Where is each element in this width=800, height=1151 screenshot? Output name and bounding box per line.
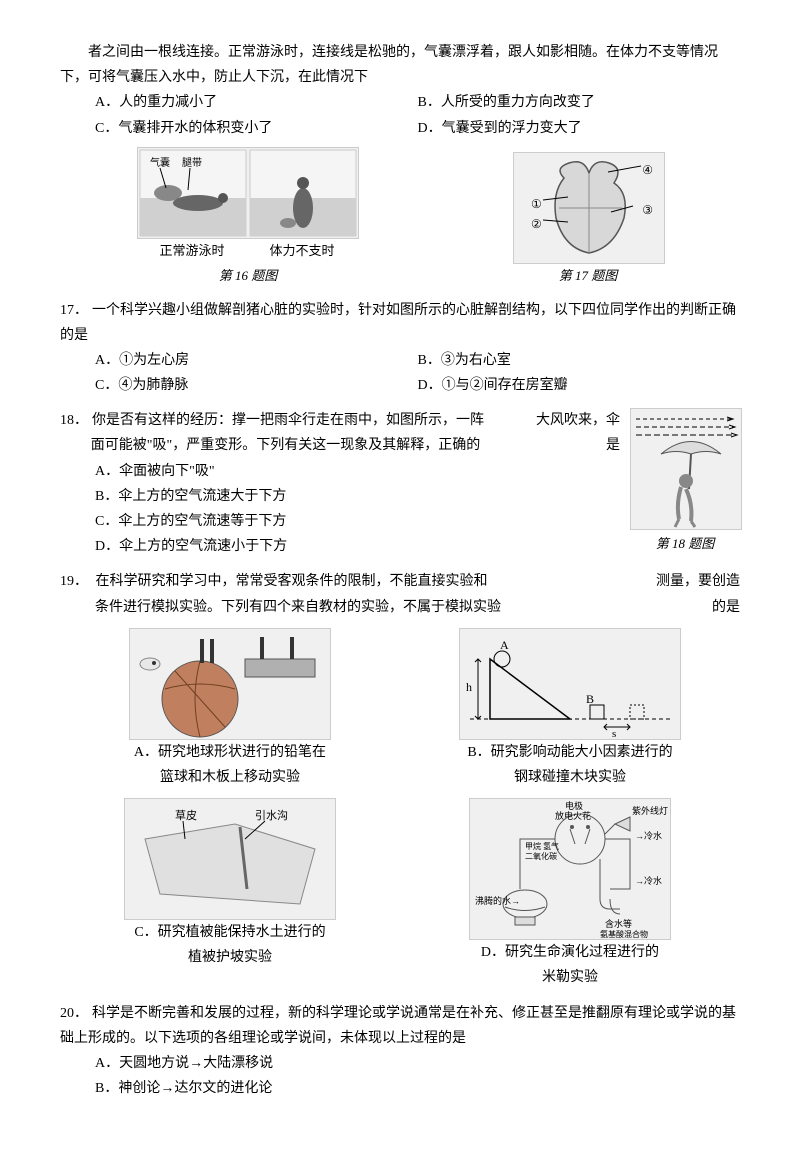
q16-opt-a: A．人的重力减小了: [95, 90, 418, 115]
q17-options: A．①为左心房 B．③为右心室 C．④为肺静脉 D．①与②间存在房室瓣: [60, 348, 740, 398]
q17-opt-a: A．①为左心房: [95, 348, 418, 373]
q19-row2: 草皮 引水沟 C．研究植被能保持水土进行的 植被护坡实: [60, 798, 740, 990]
svg-text:紫外线灯: 紫外线灯: [632, 805, 668, 816]
q16-opt-c: C．气囊排开水的体积变小了: [95, 116, 418, 141]
svg-text:含水等: 含水等: [605, 918, 632, 929]
q19-fig-d: 电极 放电火花 紫外线灯 →冷水 →冷水 甲烷 氢气 二氧化碳 沸腾的水→: [407, 798, 733, 990]
svg-text:二氧化碳: 二氧化碳: [525, 851, 557, 861]
question-18: 第 18 题图 18．你是否有这样的经历：撑一把雨伞行走在雨中，如图所示，一阵 …: [60, 408, 740, 559]
q20-options: A．天圆地方说→大陆漂移说 B．神创论→达尔文的进化论: [60, 1051, 740, 1101]
svg-text:A: A: [500, 638, 509, 652]
q16-sub-caption-2: 体力不支时: [269, 239, 334, 262]
basketball-image: [129, 628, 331, 740]
q19-stem: 19． 在科学研究和学习中，常常受客观条件的限制，不能直接实验和 测量，要创造 …: [60, 569, 740, 619]
svg-text:草皮: 草皮: [175, 809, 197, 822]
miller-image: 电极 放电火花 紫外线灯 →冷水 →冷水 甲烷 氢气 二氧化碳 沸腾的水→: [469, 798, 671, 940]
svg-text:→冷水: →冷水: [635, 875, 662, 886]
q16-stem: 者之间由一根线连接。正常游泳时，连接线是松驰的，气囊漂浮着，跟人如影相随。在体力…: [60, 40, 740, 90]
svg-text:沸腾的水→: 沸腾的水→: [475, 895, 520, 906]
svg-text:s: s: [612, 728, 616, 739]
svg-text:B: B: [586, 692, 594, 706]
svg-text:h: h: [466, 680, 472, 694]
q16-opt-b: B．人所受的重力方向改变了: [418, 90, 741, 115]
svg-text:氨基酸混合物: 氨基酸混合物: [600, 929, 648, 939]
svg-text:甲烷 氢气: 甲烷 氢气: [525, 841, 559, 851]
q19-row1: A．研究地球形状进行的铅笔在 篮球和木板上移动实验 A h B: [60, 628, 740, 790]
q19-opt-c-line2: 植被护坡实验: [67, 945, 393, 970]
q19-opt-b-line2: 钢球碰撞木块实验: [407, 765, 733, 790]
q17-opt-c: C．④为肺静脉: [95, 373, 418, 398]
q20-opt-b: B．神创论→达尔文的进化论: [95, 1076, 740, 1101]
q17-caption: 第 17 题图: [513, 264, 663, 287]
q16-opt-d: D．气囊受到的浮力变大了: [418, 116, 741, 141]
q16-figure: 气囊 腿带 正常游泳时 体力不支时 第 16 题图: [137, 147, 359, 288]
q20-opt-a: A．天圆地方说→大陆漂移说: [95, 1051, 740, 1076]
q19-opt-a-line1: A．研究地球形状进行的铅笔在: [67, 740, 393, 765]
q17-stem: 17．一个科学兴趣小组做解剖猪心脏的实验时，针对如图所示的心脏解剖结构，以下四位…: [60, 298, 740, 348]
q19-opt-c-line1: C．研究植被能保持水土进行的: [67, 920, 393, 945]
q16-caption: 第 16 题图: [137, 264, 359, 287]
svg-text:引水沟: 引水沟: [255, 808, 288, 822]
q16-q17-figures: 气囊 腿带 正常游泳时 体力不支时 第 16 题图: [60, 147, 740, 288]
svg-text:放电火花: 放电火花: [555, 810, 591, 821]
q19-fig-c: 草皮 引水沟 C．研究植被能保持水土进行的 植被护坡实: [67, 798, 393, 990]
q19-opt-b-line1: B．研究影响动能大小因素进行的: [407, 740, 733, 765]
question-17: 17．一个科学兴趣小组做解剖猪心脏的实验时，针对如图所示的心脏解剖结构，以下四位…: [60, 298, 740, 399]
question-20: 20．科学是不断完善和发展的过程，新的科学理论或学说通常是在补充、修正甚至是推翻…: [60, 1001, 740, 1102]
svg-text:→冷水: →冷水: [635, 830, 662, 841]
q17-opt-b: B．③为右心室: [418, 348, 741, 373]
q19-opt-a-line2: 篮球和木板上移动实验: [67, 765, 393, 790]
question-19: 19． 在科学研究和学习中，常常受客观条件的限制，不能直接实验和 测量，要创造 …: [60, 569, 740, 990]
q17-figure: ① ② ③ ④ 第 17 题图: [513, 152, 663, 287]
q18-caption: 第 18 题图: [630, 532, 740, 555]
q19-fig-b: A h B s B．研究影响动能大小因素进行的 钢球碰撞木块实验: [407, 628, 733, 790]
q19-fig-a: A．研究地球形状进行的铅笔在 篮球和木板上移动实验: [67, 628, 393, 790]
q16-options: A．人的重力减小了 B．人所受的重力方向改变了 C．气囊排开水的体积变小了 D．…: [60, 90, 740, 140]
q19-opt-d-line1: D．研究生命演化过程进行的: [407, 940, 733, 965]
ramp-image: A h B s: [459, 628, 681, 740]
svg-text:电极: 电极: [565, 800, 583, 811]
q19-opt-d-line2: 米勒实验: [407, 965, 733, 990]
slope-image: 草皮 引水沟: [124, 798, 336, 920]
q18-figure: 第 18 题图: [630, 408, 740, 555]
swimming-image: 气囊 腿带: [137, 147, 359, 239]
svg-text:腿带: 腿带: [182, 157, 202, 169]
question-16-continued: 者之间由一根线连接。正常游泳时，连接线是松驰的，气囊漂浮着，跟人如影相随。在体力…: [60, 40, 740, 288]
q16-sub-caption-1: 正常游泳时: [159, 239, 224, 262]
q20-stem: 20．科学是不断完善和发展的过程，新的科学理论或学说通常是在补充、修正甚至是推翻…: [60, 1001, 740, 1051]
umbrella-image: [630, 408, 742, 530]
q17-opt-d: D．①与②间存在房室瓣: [418, 373, 741, 398]
svg-text:气囊: 气囊: [150, 156, 170, 169]
